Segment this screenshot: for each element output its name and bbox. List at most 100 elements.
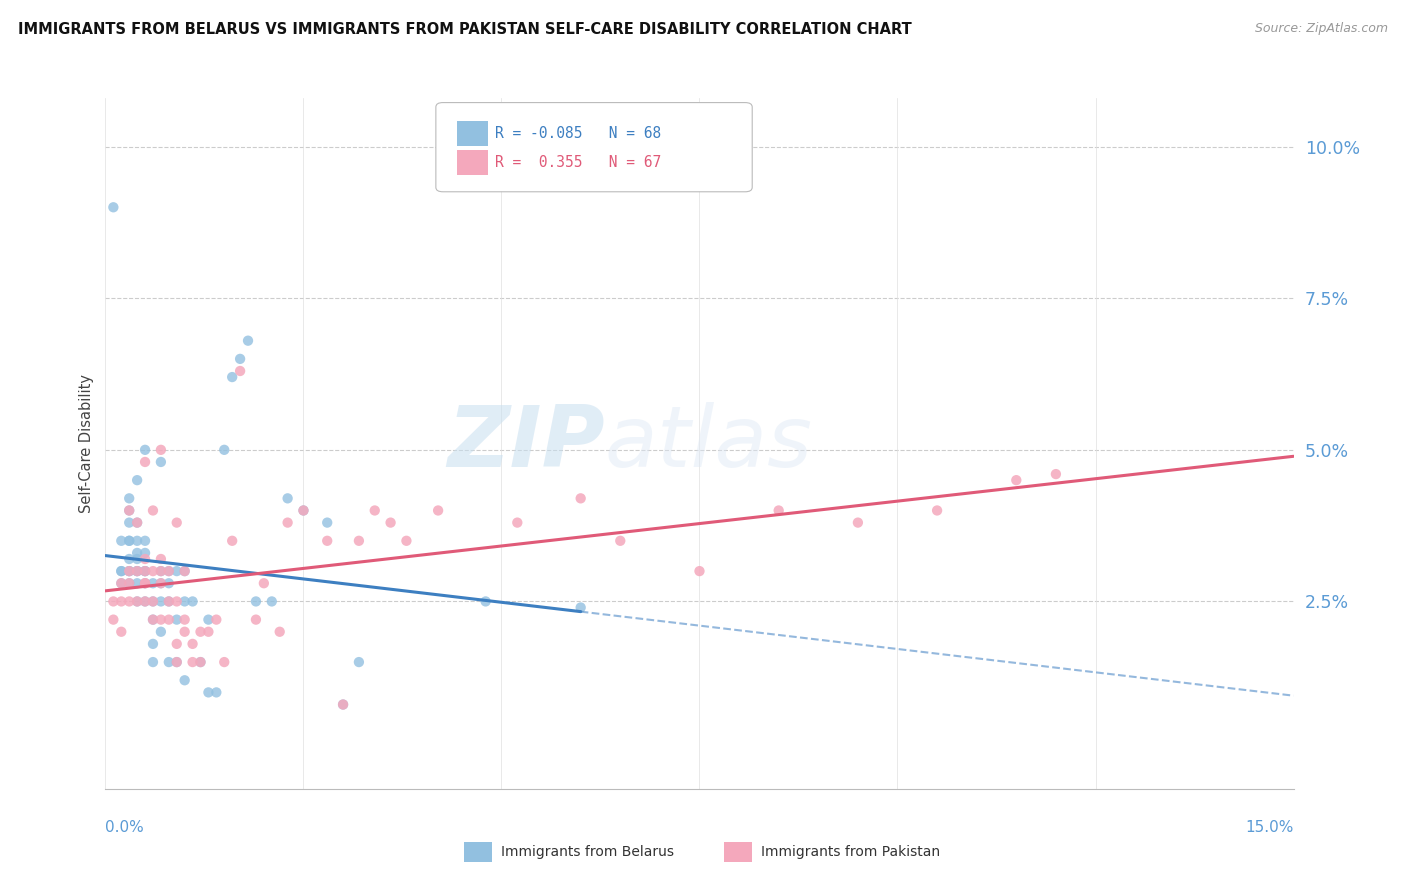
Text: 0.0%: 0.0% bbox=[105, 821, 145, 835]
Text: Immigrants from Belarus: Immigrants from Belarus bbox=[501, 845, 673, 859]
Point bbox=[127, 564, 149, 578]
Point bbox=[173, 673, 195, 688]
Point bbox=[173, 594, 195, 608]
Point bbox=[846, 516, 869, 530]
Point bbox=[134, 564, 156, 578]
Point bbox=[149, 576, 172, 591]
Point bbox=[134, 564, 156, 578]
Point bbox=[316, 533, 339, 548]
Point bbox=[134, 442, 156, 457]
Point bbox=[197, 685, 219, 699]
Point bbox=[569, 491, 592, 506]
Point bbox=[118, 503, 141, 517]
Point bbox=[142, 594, 165, 608]
Point bbox=[221, 370, 243, 384]
Point bbox=[118, 564, 141, 578]
Point bbox=[110, 624, 132, 639]
Point bbox=[127, 473, 149, 487]
Point bbox=[149, 455, 172, 469]
Point bbox=[332, 698, 354, 712]
Text: R = -0.085   N = 68: R = -0.085 N = 68 bbox=[495, 127, 661, 141]
Point bbox=[190, 624, 212, 639]
Point bbox=[181, 655, 204, 669]
Point bbox=[157, 564, 180, 578]
Point bbox=[127, 546, 149, 560]
Point bbox=[157, 594, 180, 608]
Point bbox=[190, 655, 212, 669]
Point bbox=[127, 594, 149, 608]
Point bbox=[689, 564, 711, 578]
Point bbox=[118, 594, 141, 608]
Point bbox=[103, 200, 125, 214]
Text: ZIP: ZIP bbox=[447, 402, 605, 485]
Point bbox=[142, 655, 165, 669]
Point bbox=[316, 516, 339, 530]
Text: Source: ZipAtlas.com: Source: ZipAtlas.com bbox=[1254, 22, 1388, 36]
Point bbox=[134, 576, 156, 591]
Point bbox=[127, 594, 149, 608]
Point bbox=[166, 564, 188, 578]
Point bbox=[157, 564, 180, 578]
Text: atlas: atlas bbox=[605, 402, 813, 485]
Point bbox=[142, 613, 165, 627]
Point bbox=[142, 613, 165, 627]
Point bbox=[149, 624, 172, 639]
Point bbox=[149, 576, 172, 591]
Point bbox=[173, 564, 195, 578]
Point bbox=[134, 564, 156, 578]
Point bbox=[127, 564, 149, 578]
Point bbox=[110, 576, 132, 591]
Point bbox=[173, 613, 195, 627]
Point bbox=[134, 594, 156, 608]
Point bbox=[292, 503, 315, 517]
Point bbox=[229, 351, 252, 366]
Point bbox=[166, 594, 188, 608]
Point bbox=[134, 455, 156, 469]
Point bbox=[127, 516, 149, 530]
Point bbox=[197, 624, 219, 639]
Point bbox=[142, 503, 165, 517]
Point bbox=[364, 503, 387, 517]
Point bbox=[127, 576, 149, 591]
Point bbox=[157, 655, 180, 669]
Point bbox=[110, 533, 132, 548]
Point bbox=[214, 655, 236, 669]
Point bbox=[205, 613, 228, 627]
Point bbox=[245, 613, 267, 627]
Point bbox=[134, 546, 156, 560]
Point bbox=[127, 552, 149, 566]
Point bbox=[127, 564, 149, 578]
Point bbox=[110, 564, 132, 578]
Point bbox=[292, 503, 315, 517]
Point bbox=[142, 637, 165, 651]
Point bbox=[110, 576, 132, 591]
Point bbox=[149, 442, 172, 457]
Text: IMMIGRANTS FROM BELARUS VS IMMIGRANTS FROM PAKISTAN SELF-CARE DISABILITY CORRELA: IMMIGRANTS FROM BELARUS VS IMMIGRANTS FR… bbox=[18, 22, 912, 37]
Point bbox=[253, 576, 276, 591]
Point bbox=[118, 503, 141, 517]
Point bbox=[277, 516, 299, 530]
Point bbox=[925, 503, 948, 517]
Point bbox=[380, 516, 402, 530]
Point bbox=[142, 564, 165, 578]
Point bbox=[134, 552, 156, 566]
Point bbox=[181, 637, 204, 651]
Text: Immigrants from Pakistan: Immigrants from Pakistan bbox=[761, 845, 939, 859]
Point bbox=[157, 613, 180, 627]
Point bbox=[110, 594, 132, 608]
Point bbox=[110, 564, 132, 578]
Point bbox=[214, 442, 236, 457]
Point bbox=[166, 613, 188, 627]
Point bbox=[332, 698, 354, 712]
Point bbox=[149, 613, 172, 627]
Point bbox=[118, 576, 141, 591]
Point bbox=[269, 624, 291, 639]
Point bbox=[166, 516, 188, 530]
Point bbox=[149, 552, 172, 566]
Point bbox=[569, 600, 592, 615]
Point bbox=[347, 655, 370, 669]
Point bbox=[157, 594, 180, 608]
Point bbox=[347, 533, 370, 548]
Point bbox=[1045, 467, 1067, 481]
Point bbox=[260, 594, 283, 608]
